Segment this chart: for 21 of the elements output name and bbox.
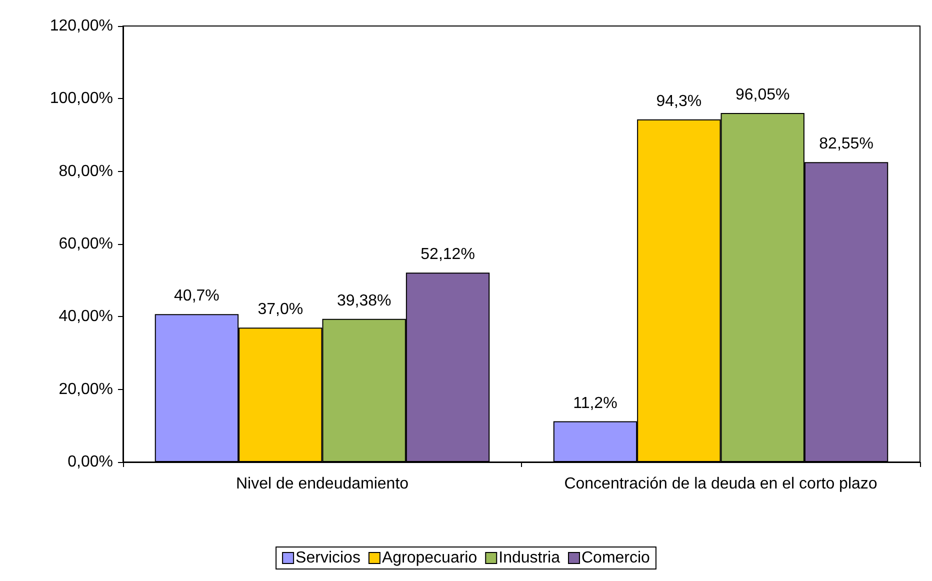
y-tick-label: 20,00% (58, 380, 113, 398)
data-label: 94,3% (656, 92, 702, 110)
data-label: 96,05% (735, 86, 790, 104)
y-tick-label: 0,00% (68, 454, 113, 470)
data-label: 39,38% (336, 292, 392, 310)
y-tick-label: 60,00% (58, 236, 113, 252)
x-tick-label: Nivel de endeudamiento (236, 476, 409, 492)
legend-label: Comercio (581, 550, 650, 566)
data-label: 11,2% (573, 394, 618, 412)
legend-label: Agropecuario (382, 550, 478, 566)
data-label: 82,55% (819, 136, 874, 153)
x-tick-label: Concentración de la deuda en el corto plazo (564, 476, 878, 492)
y-tick-label: 80,00% (58, 162, 113, 180)
data-label: 52,12% (420, 246, 475, 264)
data-label: 40,7% (174, 288, 220, 305)
y-tick-label: 40,00% (58, 308, 113, 326)
data-label: 37,0% (258, 301, 304, 318)
legend-label: Servicios (296, 550, 360, 566)
legend-label: Industria (498, 550, 560, 566)
y-tick-label: 100,00% (50, 90, 113, 108)
y-tick-label: 120,00% (50, 18, 113, 34)
